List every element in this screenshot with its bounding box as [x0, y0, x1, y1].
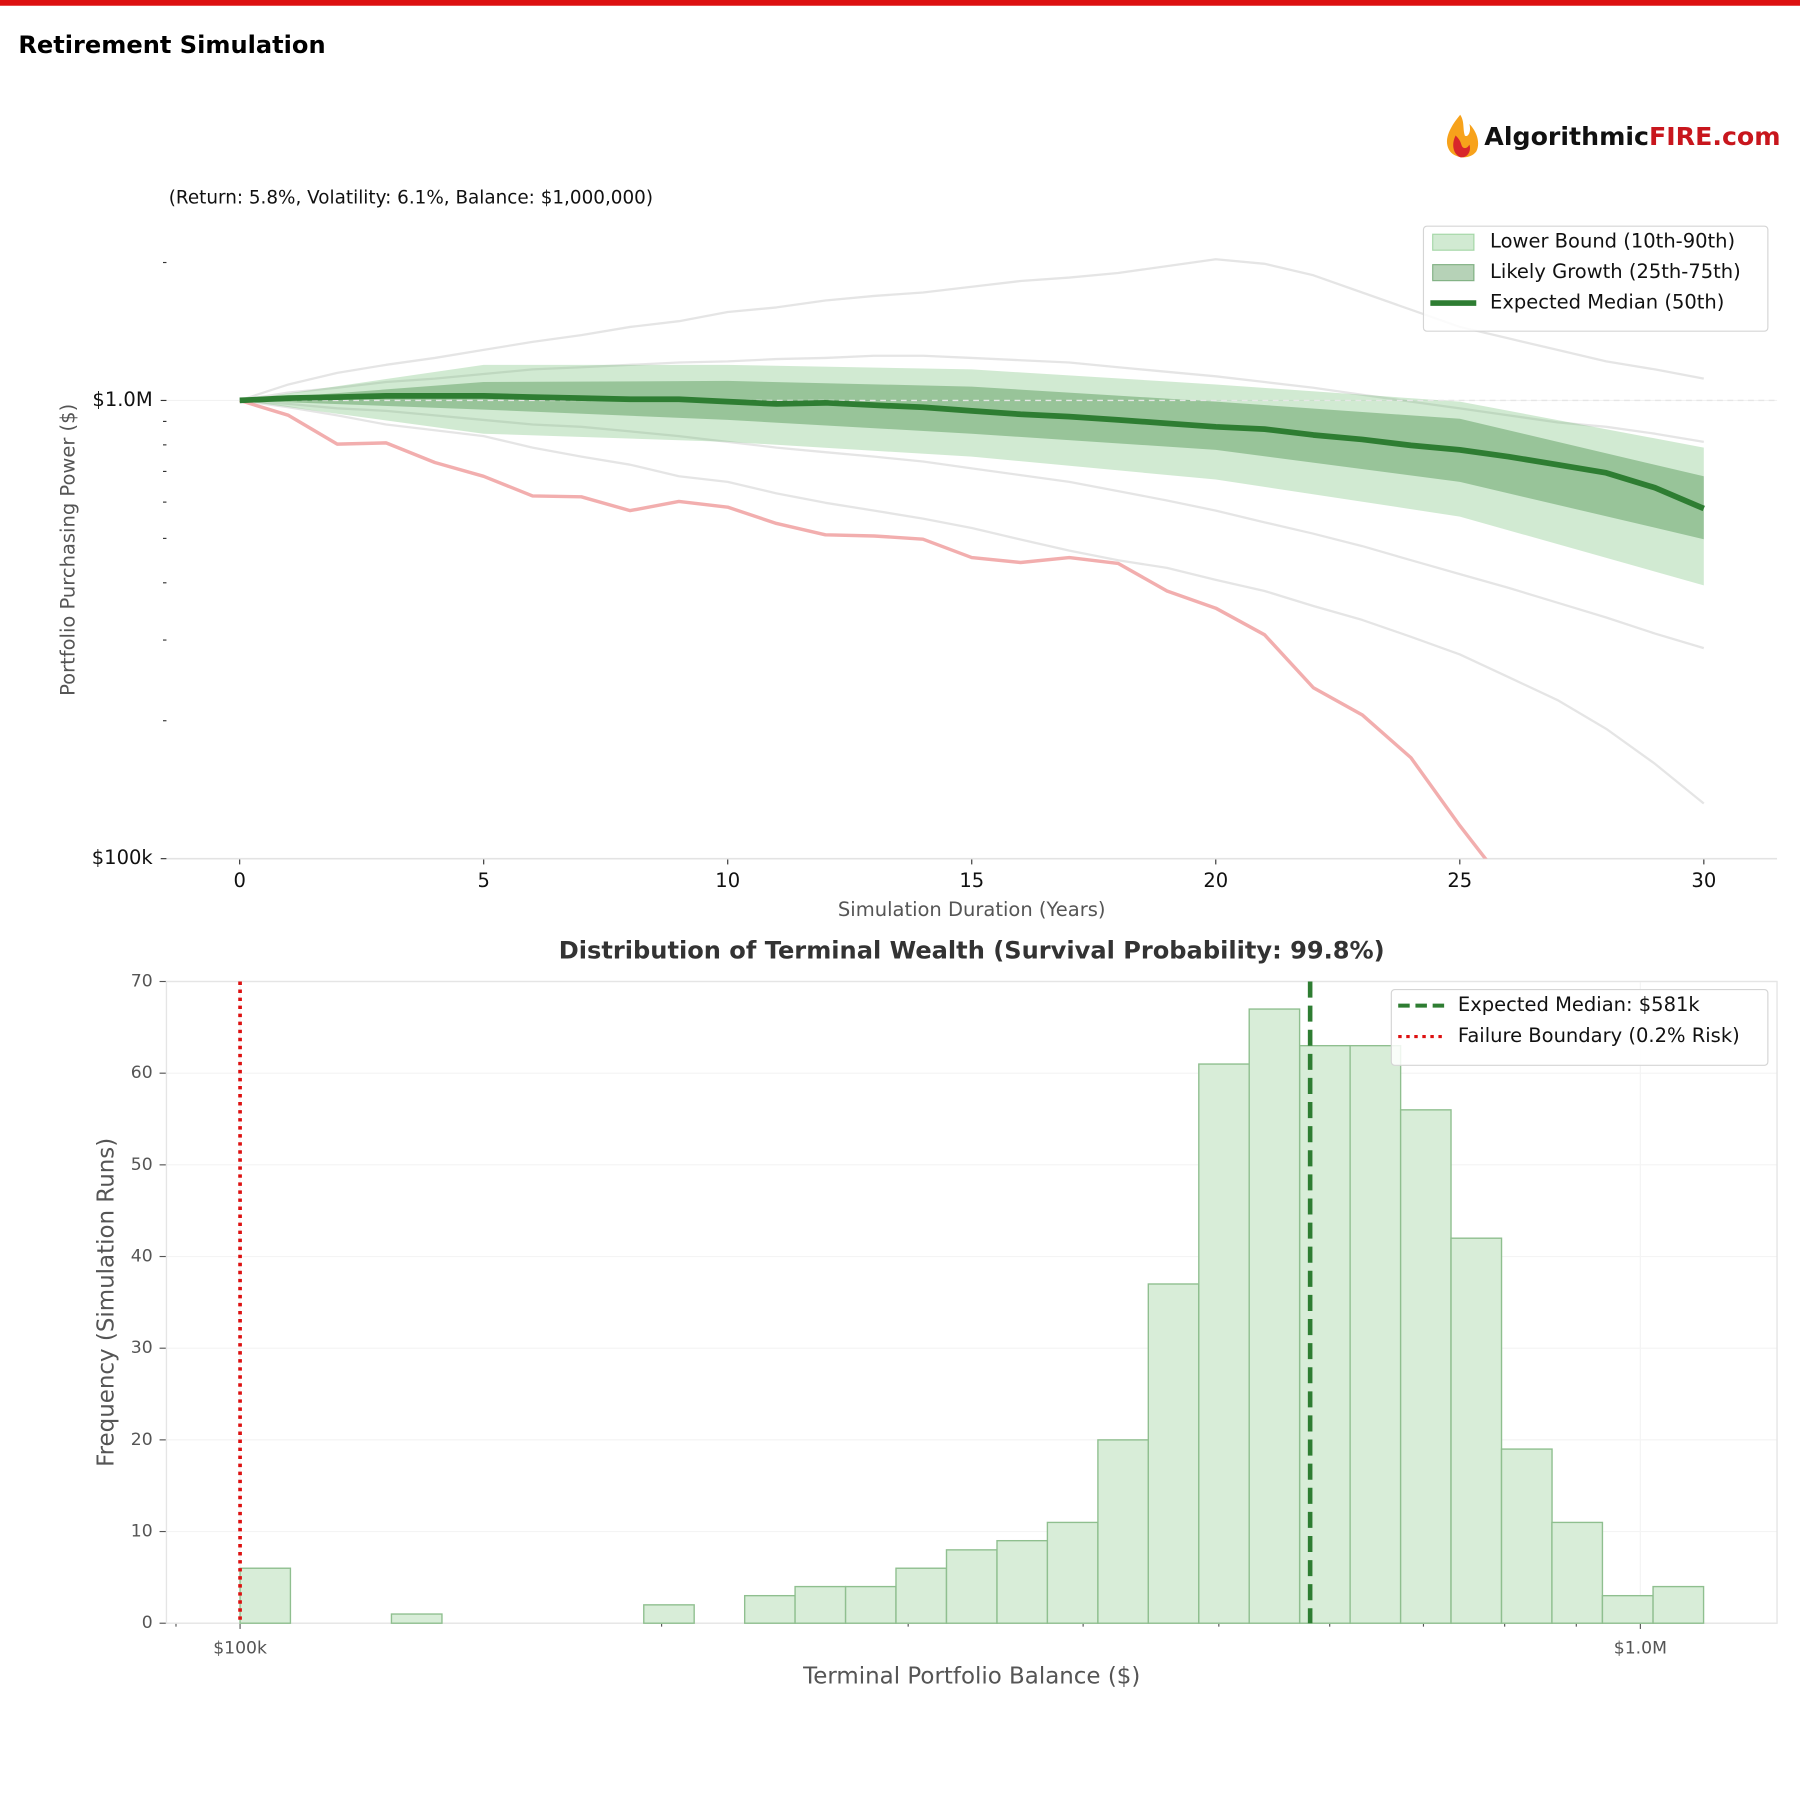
x-tick-label: 15 [959, 869, 984, 892]
y-tick-label: 10 [131, 1522, 153, 1542]
y-tick-label: 20 [131, 1430, 153, 1450]
y-tick-label: 50 [131, 1155, 153, 1175]
x-axis-label: Simulation Duration (Years) [838, 898, 1106, 921]
y-tick-label: $100k [92, 846, 154, 869]
legend-label: Expected Median (50th) [1490, 291, 1724, 314]
x-tick-label: 10 [715, 869, 740, 892]
logo-text: AlgorithmicFIRE.com [1484, 122, 1780, 151]
logo-brand: Algorithmic [1484, 122, 1649, 151]
x-tick-label: 25 [1447, 869, 1472, 892]
y-axis-label: Portfolio Purchasing Power ($) [56, 404, 79, 696]
logo-flame-core [1453, 135, 1470, 158]
y-tick-label: 70 [131, 972, 153, 992]
x-tick-label: 0 [233, 869, 245, 892]
x-tick-label: 5 [477, 869, 489, 892]
x-tick-label: 20 [1203, 869, 1228, 892]
logo-highlight: FIRE.com [1649, 122, 1781, 151]
page-title: Retirement Simulation [18, 31, 325, 59]
y-axis-label: Frequency (Simulation Runs) [93, 1138, 119, 1467]
histogram-bar [1500, 1448, 1553, 1624]
histogram-bar [1147, 1283, 1200, 1624]
plot-area [239, 258, 1778, 859]
simulation-path [239, 354, 1704, 443]
simulation-path [239, 398, 1488, 859]
histogram-bar [1601, 1594, 1654, 1624]
histogram-bar [1299, 1044, 1351, 1624]
histogram-bar [1399, 1109, 1452, 1624]
simulation-path [239, 399, 1705, 805]
legend-swatch [1432, 233, 1475, 251]
x-axis-label: Terminal Portfolio Balance ($) [802, 1664, 1140, 1690]
histogram-bar [1551, 1521, 1604, 1624]
histogram-bar [996, 1539, 1049, 1624]
chart-subtitle: (Return: 5.8%, Volatility: 6.1%, Balance… [169, 188, 653, 209]
legend-swatch [1432, 264, 1475, 282]
legend-frame [1422, 225, 1769, 332]
x-tick-label: $100k [213, 1638, 267, 1658]
y-tick-label: 0 [142, 1613, 153, 1633]
y-tick-label: 60 [131, 1063, 153, 1083]
histogram-bar [1046, 1521, 1099, 1624]
logo: AlgorithmicFIRE.com [1446, 114, 1781, 158]
chart-title: Distribution of Terminal Wealth (Surviva… [559, 937, 1385, 965]
histogram-bar [1248, 1008, 1301, 1624]
top-bar [0, 0, 1800, 6]
histogram-bar [844, 1585, 897, 1624]
median-line [239, 393, 1705, 512]
simulation-path [239, 399, 1705, 650]
histogram-bar [1652, 1585, 1705, 1624]
histogram-bar [390, 1613, 443, 1624]
histogram-bar [945, 1549, 998, 1624]
legend-label: Failure Boundary (0.2% Risk) [1458, 1024, 1740, 1047]
histogram-bar [643, 1604, 695, 1624]
legend-frame [1390, 988, 1769, 1066]
histogram-bar [1097, 1439, 1150, 1624]
x-tick-label: 30 [1691, 869, 1716, 892]
legend-label: Lower Bound (10th-90th) [1490, 230, 1735, 253]
legend-label: Likely Growth (25th-75th) [1490, 260, 1741, 283]
y-tick-label: $1.0M [92, 388, 152, 411]
histogram-bar [1450, 1237, 1503, 1624]
histogram-bar [1198, 1063, 1251, 1624]
histogram-bar [743, 1594, 796, 1624]
x-tick-label: $1.0M [1614, 1638, 1667, 1658]
y-tick-label: 30 [131, 1338, 153, 1358]
histogram-bar [239, 1567, 292, 1624]
y-tick-label: 40 [131, 1247, 153, 1267]
histogram-bar [794, 1585, 847, 1624]
percentile-band [239, 364, 1704, 586]
histogram-bar [895, 1567, 948, 1624]
legend-label: Expected Median: $581k [1458, 993, 1700, 1016]
percentile-band [239, 380, 1704, 540]
histogram-bar [1349, 1044, 1402, 1624]
